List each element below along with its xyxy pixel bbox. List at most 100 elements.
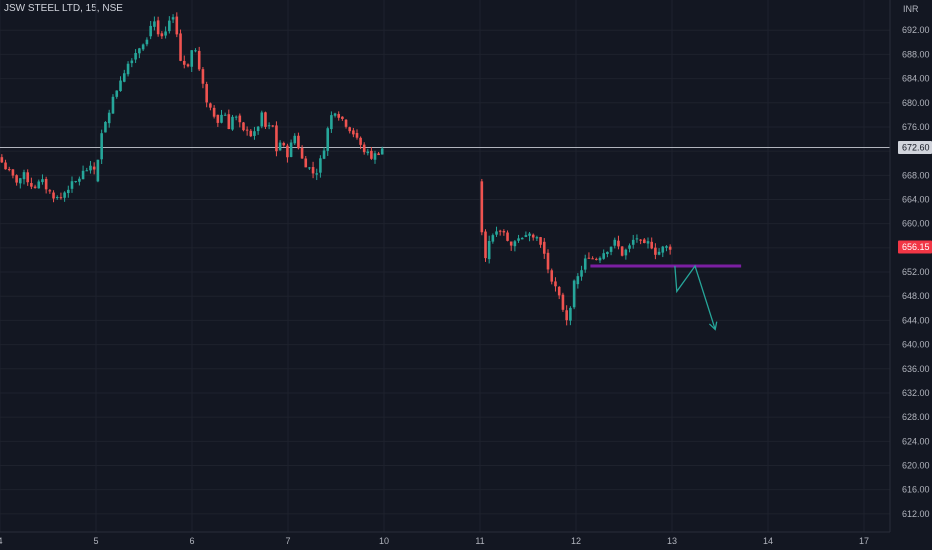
candle-body [322,150,326,159]
candle-body [44,178,48,190]
x-tick-label: 4 [0,536,3,546]
candle-body [149,25,152,37]
price-axis-bg [890,0,932,550]
candle-body [153,21,156,27]
y-tick-label: 676.00 [902,122,930,132]
candle-body [168,20,171,32]
candle-body [278,142,282,151]
candle-body [271,125,275,127]
candle-body [362,144,366,153]
y-tick-label: 684.00 [902,74,930,84]
candle-body [639,239,642,241]
candle-body [344,119,348,127]
candle-body [606,251,609,255]
candle-body [104,122,107,133]
y-tick-label: 648.00 [902,291,930,301]
candle-body [341,116,344,119]
drawings[interactable] [590,264,742,331]
y-tick-label: 620.00 [902,461,930,471]
candle-body [245,129,249,131]
projection-path[interactable] [674,264,716,330]
candle-body [171,17,175,20]
candle-body [190,50,194,67]
candle-body [624,249,628,256]
candle-body [300,147,304,159]
candle-body [175,16,179,35]
y-tick-label: 680.00 [902,98,930,108]
candle-body [542,241,546,254]
candle-body [30,183,33,187]
candle-body [52,192,55,199]
candle-body [231,116,234,130]
candle-body [260,112,264,127]
candle-body [220,114,223,123]
candle-body [654,247,657,255]
candle-body [620,246,624,256]
candle-body [289,142,293,157]
candle-body [126,63,130,75]
candle-body [134,52,137,60]
candle-body [182,60,186,65]
candle-body [517,238,520,241]
x-tick-label: 17 [859,536,869,546]
x-tick-label: 10 [379,536,389,546]
reference-price-tag-bg [898,141,932,155]
candle-body [565,310,568,321]
candle-body [661,246,665,253]
candle-body [572,280,576,308]
candle-body [201,69,205,84]
candle-body [194,50,197,52]
candle-body [11,169,15,176]
candle-body [531,234,535,238]
candle-body [4,162,7,170]
candle-body [665,246,668,248]
y-tick-label: 632.00 [902,388,930,398]
candle-body [602,253,605,259]
y-tick-label: 668.00 [902,170,930,180]
candle-body [355,133,359,138]
candle-body [253,131,256,136]
candle-body [227,114,231,130]
x-tick-label: 12 [571,536,581,546]
candle-body [535,237,539,239]
candle-body [352,130,355,135]
candle-body [197,50,201,70]
candle-body [242,122,245,131]
candle-body [348,127,352,132]
candle-body [520,237,524,240]
candle-body [297,135,300,149]
candle-body [546,252,550,270]
candle-body [141,44,145,50]
candle-body [115,90,119,97]
candle-body [330,115,333,130]
candles [0,12,672,326]
candle-body [37,181,41,189]
candle-body [337,114,341,118]
candle-body [160,33,164,37]
projection-arrowhead [708,321,718,331]
candle-body [48,190,52,192]
candle-body [591,258,594,260]
candle-body [311,167,315,174]
candle-body [275,125,278,152]
candle-body [524,235,528,238]
symbol-title: JSW STEEL LTD, 15, NSE [4,3,123,14]
candle-body [111,96,115,114]
candle-body [96,159,100,182]
candle-body [22,172,26,180]
y-tick-label: 644.00 [902,315,930,325]
candle-body [156,20,160,35]
candle-body [209,103,212,108]
candle-body [59,197,63,199]
candle-body [256,126,260,132]
candle-body [373,153,377,160]
candle-body [628,245,631,249]
candle-body [509,241,513,246]
y-tick-label: 628.00 [902,412,930,422]
candle-body [377,153,380,156]
candle-body [0,157,4,163]
candle-body [668,246,672,250]
candle-body [359,137,362,145]
y-tick-label: 688.00 [902,49,930,59]
